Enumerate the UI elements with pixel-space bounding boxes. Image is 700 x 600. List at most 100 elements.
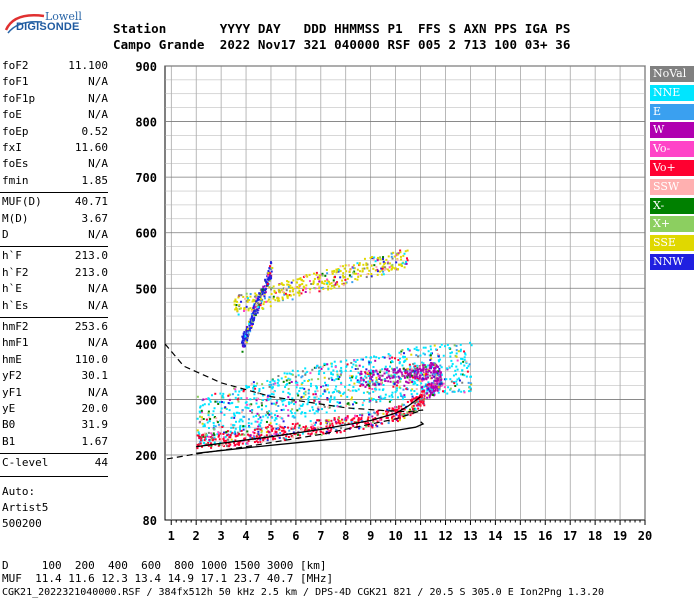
echo-point (233, 300, 236, 303)
echo-point (258, 292, 261, 295)
param-row: h`F 213.0 (2, 249, 108, 265)
echo-point (318, 400, 321, 403)
echo-point (396, 366, 399, 369)
echo-point (339, 422, 342, 425)
echo-point (319, 366, 322, 369)
echo-point (417, 368, 420, 371)
echo-point (254, 311, 257, 314)
echo-point (405, 380, 408, 383)
echo-point (242, 390, 245, 393)
echo-point (346, 363, 349, 366)
echo-point (353, 421, 356, 424)
echo-point (408, 411, 411, 414)
y-tick-label: 600 (135, 227, 157, 241)
echo-point (277, 404, 280, 407)
echo-point (469, 382, 472, 385)
param-name: h`Es (2, 298, 29, 312)
echo-point (417, 396, 420, 399)
echo-point (312, 422, 315, 425)
echo-point (252, 415, 255, 418)
echo-point (266, 416, 269, 419)
echo-point (419, 365, 422, 368)
echo-point (391, 415, 394, 418)
echo-point (289, 410, 292, 413)
echo-point (432, 364, 435, 367)
echo-point (415, 346, 418, 349)
echo-point (406, 257, 409, 260)
echo-point (419, 374, 422, 377)
echo-point (230, 423, 233, 426)
echo-point (308, 409, 311, 412)
echo-point (272, 285, 275, 288)
echo-point (406, 376, 409, 379)
echo-point (403, 396, 406, 399)
echo-point (251, 300, 254, 303)
echo-point (196, 447, 199, 450)
echo-point (252, 311, 255, 314)
echo-point (220, 438, 223, 441)
echo-point (268, 273, 271, 276)
echo-point (302, 285, 305, 288)
echo-point (379, 400, 382, 403)
echo-point (323, 389, 326, 392)
echo-point (241, 433, 244, 436)
echo-point (244, 297, 247, 300)
echo-point (282, 403, 285, 406)
echo-point (333, 418, 336, 421)
echo-point (252, 307, 255, 310)
echo-point (463, 356, 466, 359)
echo-point (250, 403, 253, 406)
echo-point (266, 427, 269, 430)
echo-point (448, 365, 451, 368)
echo-point (339, 374, 342, 377)
echo-point (246, 335, 249, 338)
echo-point (287, 409, 290, 412)
echo-point (227, 394, 230, 397)
echo-point (240, 418, 243, 421)
echo-point (284, 386, 287, 389)
echo-point (395, 406, 398, 409)
echo-point (333, 360, 336, 363)
echo-point (383, 266, 386, 269)
echo-point (392, 376, 395, 379)
echo-point (209, 400, 212, 403)
echo-point (354, 360, 357, 363)
echo-point (398, 361, 401, 364)
x-tick-label: 5 (267, 529, 274, 543)
echo-point (397, 375, 400, 378)
echo-point (420, 382, 423, 385)
echo-point (339, 405, 342, 408)
echo-point (407, 381, 410, 384)
echo-point (245, 308, 248, 311)
echo-point (291, 422, 294, 425)
echo-point (271, 266, 274, 269)
echo-point (270, 262, 273, 265)
echo-point (308, 395, 311, 398)
echo-point (321, 282, 324, 285)
echo-point (276, 415, 279, 418)
echo-point (285, 293, 288, 296)
echo-point (214, 425, 217, 428)
echo-point (340, 394, 343, 397)
echo-point (469, 387, 472, 390)
echo-point (390, 252, 393, 255)
echo-point (387, 375, 390, 378)
echo-point (241, 409, 244, 412)
echo-point (296, 370, 299, 373)
echo-point (349, 369, 352, 372)
y-tick-label: 900 (135, 60, 157, 74)
echo-point (260, 431, 263, 434)
echo-point (381, 422, 384, 425)
echo-point (427, 369, 430, 372)
echo-point (258, 303, 261, 306)
echo-point (389, 365, 392, 368)
echo-point (464, 353, 467, 356)
echo-point (269, 265, 272, 268)
param-separator (0, 246, 108, 248)
echo-point (257, 430, 260, 433)
echo-point (358, 364, 361, 367)
echo-point (361, 270, 364, 273)
echo-point (296, 409, 299, 412)
echo-point (392, 251, 395, 254)
echo-point (419, 354, 422, 357)
